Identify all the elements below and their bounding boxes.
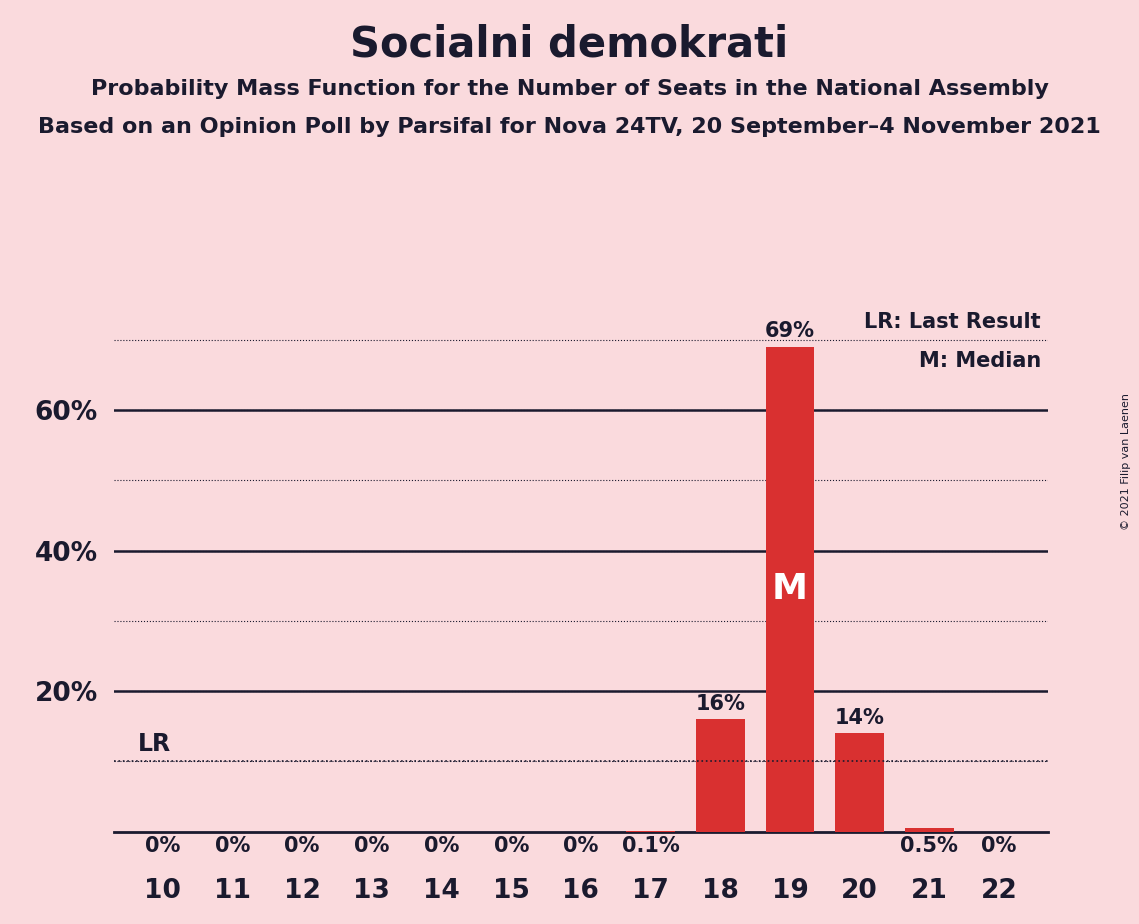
Text: 16%: 16% xyxy=(695,694,745,713)
Text: 0%: 0% xyxy=(424,836,459,857)
Bar xyxy=(835,734,884,832)
Text: M: Median: M: Median xyxy=(919,350,1041,371)
Bar xyxy=(906,828,953,832)
Text: 69%: 69% xyxy=(765,322,816,342)
Text: Based on an Opinion Poll by Parsifal for Nova 24TV, 20 September–4 November 2021: Based on an Opinion Poll by Parsifal for… xyxy=(38,117,1101,138)
Text: 0%: 0% xyxy=(493,836,528,857)
Text: 0%: 0% xyxy=(285,836,320,857)
Text: 0.5%: 0.5% xyxy=(901,836,958,857)
Text: 14%: 14% xyxy=(835,708,885,728)
Text: 0.1%: 0.1% xyxy=(622,836,680,857)
Text: 0%: 0% xyxy=(145,836,180,857)
Text: LR: Last Result: LR: Last Result xyxy=(865,312,1041,332)
Text: 0%: 0% xyxy=(215,836,251,857)
Text: 0%: 0% xyxy=(354,836,390,857)
Text: 0%: 0% xyxy=(982,836,1017,857)
Text: Probability Mass Function for the Number of Seats in the National Assembly: Probability Mass Function for the Number… xyxy=(91,79,1048,99)
Text: Socialni demokrati: Socialni demokrati xyxy=(351,23,788,65)
Text: 0%: 0% xyxy=(563,836,599,857)
Text: © 2021 Filip van Laenen: © 2021 Filip van Laenen xyxy=(1121,394,1131,530)
Text: M: M xyxy=(772,572,808,606)
Text: LR: LR xyxy=(138,732,172,756)
Bar xyxy=(765,347,814,832)
Bar xyxy=(696,719,745,832)
